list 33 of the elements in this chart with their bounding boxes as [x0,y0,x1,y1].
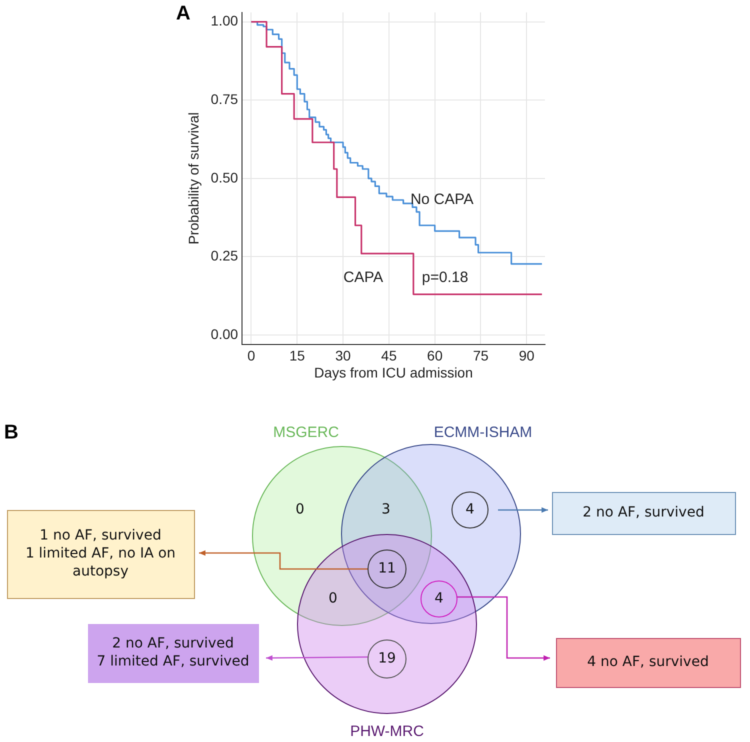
y-tick-label: 0.25 [210,248,238,264]
x-tick-label: 45 [381,348,397,364]
y-tick-label: 1.00 [210,12,238,29]
series-label: No CAPA [410,191,474,208]
data-label: 4 [466,502,475,518]
x-tick-label: 60 [427,348,443,364]
y-tick-label: 0.00 [210,326,238,342]
text: 2 no AF, survived 7 limited AF, survived [96,636,250,670]
data-label: 19 [378,650,396,667]
data-label: 0 [328,590,338,607]
chart-title: A [176,2,190,25]
data-label: 11 [378,560,396,577]
data-label: 4 [434,590,444,607]
x-tick-label: 0 [247,348,256,364]
x-tick-label: 30 [335,348,352,364]
data-label: 3 [382,502,390,518]
text: MSGERC [273,424,340,442]
text: B [4,422,18,444]
x-tick-label: 75 [472,348,489,364]
y-tick-label: 0.50 [210,169,238,186]
x-axis-title: Days from ICU admission [314,364,473,380]
text: 4 no AF, survived [587,654,709,670]
text: 2 no AF, survived [582,504,704,521]
text: ECMM-ISHAM [434,424,532,442]
text: 1 no AF, survived 1 limited AF, no IA on autopsy [25,528,176,580]
series-label: CAPA [343,269,384,286]
annotation: p=0.18 [422,269,468,286]
x-tick-label: 90 [518,348,535,364]
text: PHW-MRC [350,723,424,740]
y-tick-label: 0.75 [210,90,238,107]
data-label: 0 [296,502,304,518]
x-tick-label: 15 [289,348,306,364]
y-axis-title: Probability of survival [185,112,202,245]
